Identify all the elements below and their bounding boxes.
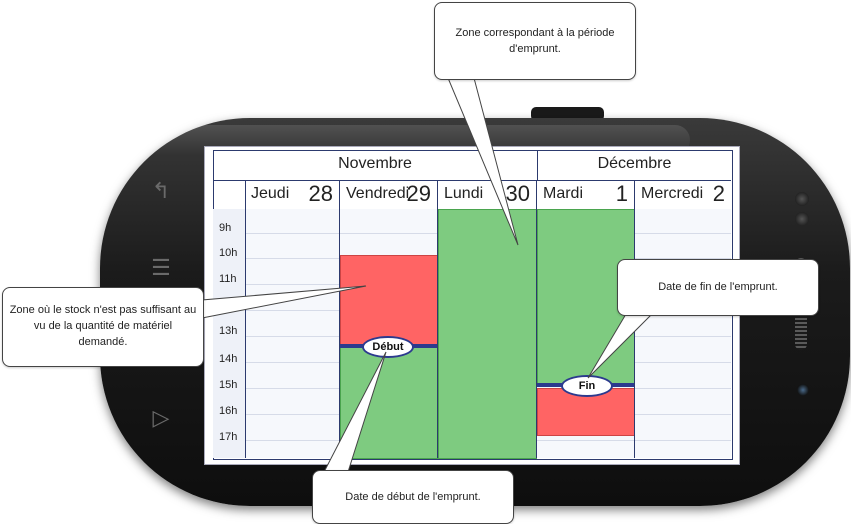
back-icon: ↰	[151, 178, 171, 203]
callout-end-date: Date de fin de l'emprunt.	[617, 259, 819, 316]
callout-tail	[201, 285, 367, 319]
callout-tail	[447, 77, 519, 246]
day-name: Mercredi	[641, 185, 704, 202]
day-name: Mardi	[543, 185, 584, 202]
column-divider	[245, 180, 246, 458]
day-header: Jeudi 28	[245, 180, 339, 208]
hour-label: 11h	[219, 273, 237, 285]
callout-text: Date de début de l'emprunt.	[345, 491, 481, 503]
column-divider	[339, 180, 340, 458]
camera-icon	[797, 384, 809, 396]
sensor-icon	[795, 192, 809, 206]
hour-label: 16h	[219, 405, 238, 417]
day-date: 29	[406, 181, 431, 206]
day-name: Lundi	[444, 185, 484, 202]
callout-borrow-period: Zone correspondant à la période d'emprun…	[434, 2, 636, 80]
insufficient-stock-block[interactable]	[340, 255, 438, 347]
hour-label: 17h	[219, 431, 238, 443]
month-header-decembre: Décembre	[597, 155, 672, 172]
phone-top-button	[531, 107, 604, 121]
hour-label: 9h	[219, 222, 232, 234]
day-name: Vendredi	[346, 185, 410, 202]
sensor-icon	[795, 212, 809, 226]
month-header-novembre: Novembre	[338, 155, 412, 172]
day-header: Lundi 30	[438, 180, 536, 208]
hour-label: 15h	[219, 379, 238, 391]
hour-gutter	[213, 209, 245, 458]
hour-label: 14h	[219, 353, 238, 365]
callout-text: Zone correspondant à la période d'emprun…	[455, 27, 615, 55]
column-divider	[437, 180, 438, 458]
start-label-pill[interactable]: Début	[362, 336, 414, 358]
column-divider	[536, 180, 537, 458]
callout-tail	[323, 351, 387, 473]
day-date: 1	[615, 181, 628, 206]
day-name: Jeudi	[251, 185, 290, 202]
hour-label: 10h	[219, 247, 238, 259]
hour-label: 13h	[219, 325, 238, 337]
callout-text: Zone où le stock n'est pas suffisant au …	[9, 304, 197, 348]
callout-start-date: Date de début de l'emprunt.	[312, 470, 514, 524]
day-header: Mercredi 2	[635, 180, 731, 208]
end-label-pill[interactable]: Fin	[561, 375, 613, 397]
day-header: Mardi 1	[537, 180, 634, 208]
day-date: 28	[308, 181, 333, 206]
day-column[interactable]	[245, 209, 339, 458]
callout-text: Date de fin de l'emprunt.	[658, 281, 778, 293]
home-icon: ▷	[152, 405, 170, 430]
callout-insufficient-stock: Zone où le stock n'est pas suffisant au …	[2, 287, 204, 367]
day-header: Vendredi 29	[340, 180, 437, 208]
menu-icon: ☰	[151, 255, 171, 280]
day-column[interactable]	[635, 209, 731, 458]
day-date: 30	[505, 181, 530, 206]
month-divider	[537, 150, 538, 180]
callout-tail	[587, 313, 654, 379]
day-date: 2	[712, 181, 725, 206]
borrow-period-block[interactable]	[438, 209, 537, 459]
